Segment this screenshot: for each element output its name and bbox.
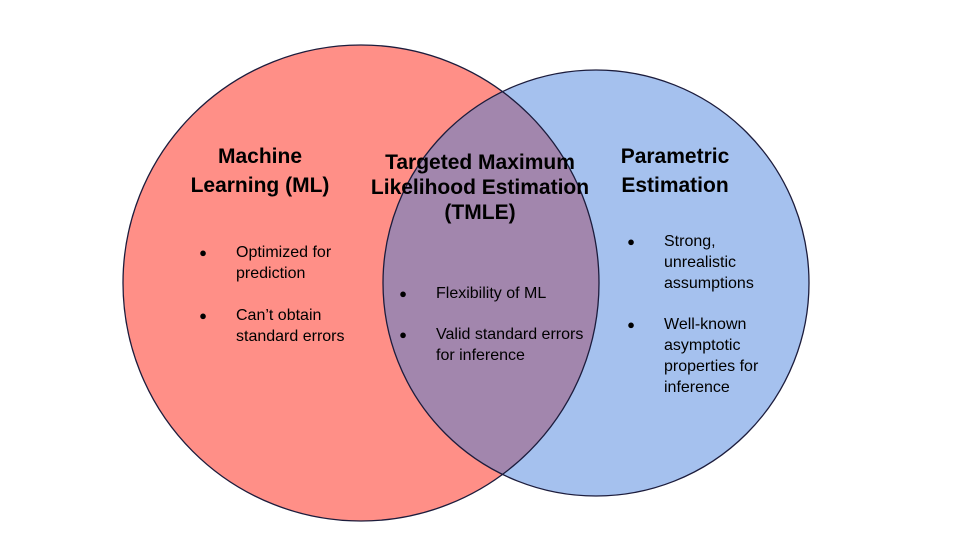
middle-title: Targeted Maximum Likelihood Estimation (… bbox=[370, 151, 590, 224]
left-bullet-list: ● Optimized for prediction ● Can’t obtain … bbox=[198, 242, 358, 347]
bullet-dot-icon: ● bbox=[199, 245, 207, 260]
bullet-item: ● Flexibility of ML bbox=[398, 283, 598, 304]
bullet-text: Valid standard errors for inference bbox=[436, 326, 584, 364]
bullet-item: ● Valid standard errors for inference bbox=[398, 324, 598, 366]
right-bullet-list: ● Strong, unrealistic assumptions ● Well-k… bbox=[626, 231, 776, 398]
bullet-dot-icon: ● bbox=[199, 308, 207, 323]
bullet-dot-icon: ● bbox=[627, 317, 635, 332]
middle-region: Targeted Maximum Likelihood Estimation (… bbox=[360, 150, 600, 364]
bullet-text: Well-known asymptotic properties for inf… bbox=[664, 316, 759, 396]
bullet-dot-icon: ● bbox=[399, 327, 407, 342]
left-region: Machine Learning (ML) ● Optimized for pre… bbox=[180, 142, 345, 345]
overlap-region bbox=[383, 70, 599, 496]
bullet-item: ● Optimized for prediction bbox=[198, 242, 358, 284]
middle-bullet-list: ● Flexibility of ML ● Valid standard error… bbox=[398, 283, 598, 366]
bullet-text: Strong, unrealistic assumptions bbox=[664, 233, 754, 292]
bullet-item: ● Strong, unrealistic assumptions bbox=[626, 231, 776, 294]
left-title: Machine Learning (ML) bbox=[190, 145, 330, 197]
bullet-text: Optimized for prediction bbox=[236, 244, 332, 282]
bullet-text: Can’t obtain standard errors bbox=[236, 307, 345, 345]
bullet-item: ● Can’t obtain standard errors bbox=[198, 305, 358, 347]
right-circle-outline bbox=[382, 69, 810, 497]
right-title: Parametric Estimation bbox=[620, 145, 730, 197]
bullet-item: ● Well-known asymptotic properties for in… bbox=[626, 314, 776, 398]
bullet-text: Flexibility of ML bbox=[436, 285, 547, 302]
left-circle-outline bbox=[122, 44, 600, 522]
right-region: Parametric Estimation ● Strong, unrealist… bbox=[590, 142, 760, 396]
bullet-dot-icon: ● bbox=[627, 234, 635, 249]
bullet-dot-icon: ● bbox=[399, 286, 407, 301]
